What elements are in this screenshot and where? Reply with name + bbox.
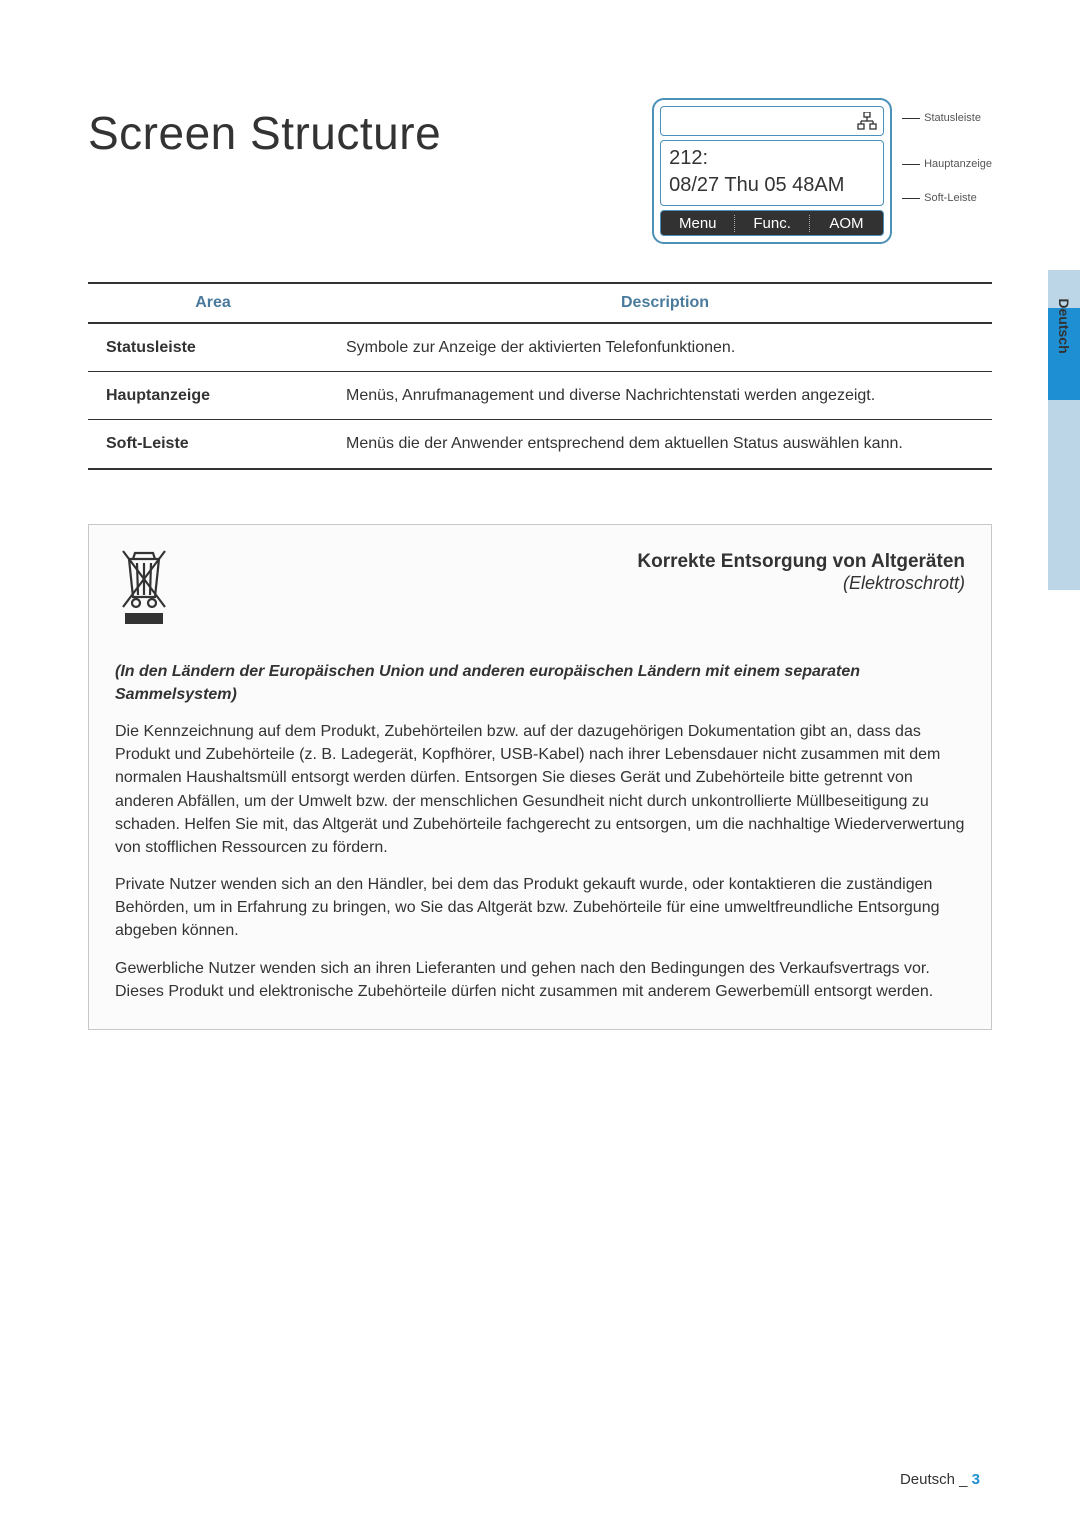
network-icon — [857, 112, 877, 130]
screen-diagram: 212: 08/27 Thu 05 48AM Menu Func. AOM St… — [652, 98, 992, 244]
disposal-paragraph: Private Nutzer wenden sich an den Händle… — [115, 873, 965, 943]
diagram-main-display: 212: 08/27 Thu 05 48AM — [660, 140, 884, 206]
soft-key-aom: AOM — [810, 215, 883, 232]
disposal-paragraph: Die Kennzeichnung auf dem Produkt, Zubeh… — [115, 720, 965, 859]
disposal-paragraph: Gewerbliche Nutzer wenden sich an ihren … — [115, 957, 965, 1003]
diagram-label-status: Statusleiste — [924, 112, 981, 124]
page-title: Screen Structure — [88, 106, 441, 160]
table-cell-desc: Symbole zur Anzeige der aktivierten Tele… — [328, 323, 992, 372]
table-row: Hauptanzeige Menüs, Anrufmanagement und … — [88, 372, 992, 420]
disposal-title: Korrekte Entsorgung von Altgeräten — [199, 551, 965, 573]
table-row: Soft-Leiste Menüs die der Anwender entsp… — [88, 420, 992, 469]
table-cell-area: Statusleiste — [88, 323, 328, 372]
table-header-area: Area — [88, 283, 328, 323]
disposal-info-box: Korrekte Entsorgung von Altgeräten (Elek… — [88, 524, 992, 1030]
disposal-intro: (In den Ländern der Europäischen Union u… — [115, 660, 965, 706]
diagram-main-line1: 212: — [669, 145, 875, 172]
soft-key-func: Func. — [735, 215, 809, 232]
diagram-soft-bar: Menu Func. AOM — [660, 210, 884, 236]
page-footer: Deutsch _ 3 — [900, 1471, 980, 1488]
table-cell-area: Soft-Leiste — [88, 420, 328, 469]
table-cell-area: Hauptanzeige — [88, 372, 328, 420]
diagram-label-soft: Soft-Leiste — [924, 192, 977, 204]
footer-page-number: 3 — [972, 1471, 980, 1488]
soft-key-menu: Menu — [661, 215, 735, 232]
diagram-status-bar — [660, 106, 884, 136]
table-cell-desc: Menüs die der Anwender entsprechend dem … — [328, 420, 992, 469]
disposal-subtitle: (Elektroschrott) — [199, 573, 965, 594]
table-header-desc: Description — [328, 283, 992, 323]
weee-bin-icon — [115, 549, 173, 632]
table-row: Statusleiste Symbole zur Anzeige der akt… — [88, 323, 992, 372]
diagram-label-main: Hauptanzeige — [924, 158, 992, 170]
language-side-tab: Deutsch — [1048, 270, 1080, 590]
footer-separator: _ — [959, 1471, 967, 1488]
area-description-table: Area Description Statusleiste Symbole zu… — [88, 282, 992, 470]
diagram-main-line2: 08/27 Thu 05 48AM — [669, 172, 875, 199]
footer-language: Deutsch — [900, 1471, 955, 1488]
table-cell-desc: Menüs, Anrufmanagement und diverse Nachr… — [328, 372, 992, 420]
side-tab-label: Deutsch — [1056, 298, 1072, 353]
